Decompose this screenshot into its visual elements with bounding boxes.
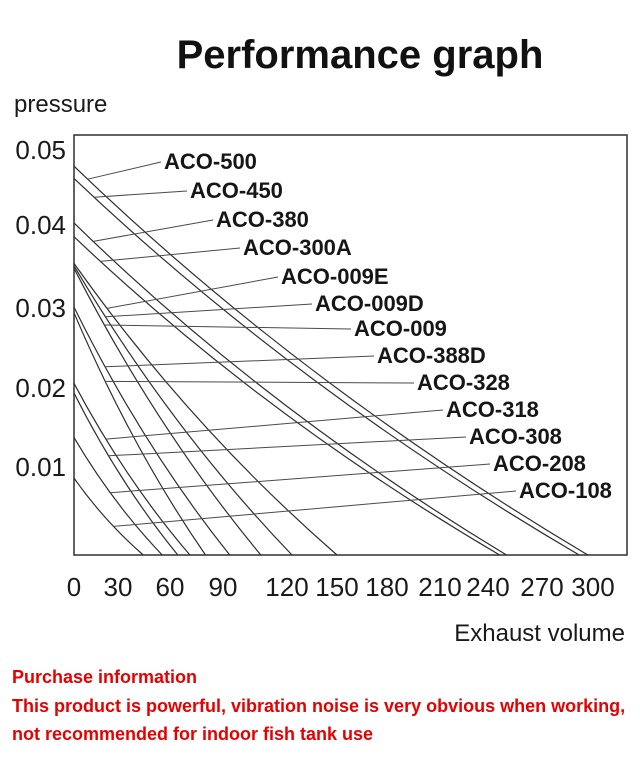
purchase-info-line-1: This product is powerful, vibration nois… bbox=[12, 696, 626, 716]
curve-ACO-009 bbox=[73, 268, 262, 556]
curve-ACO-308 bbox=[73, 392, 179, 556]
x-tick-label: 270 bbox=[520, 572, 563, 602]
x-tick-label: 60 bbox=[156, 572, 185, 602]
leader-line-ACO-318 bbox=[105, 409, 444, 440]
y-tick-label: 0.05 bbox=[15, 135, 66, 165]
purchase-info-line-2: not recommended for indoor fish tank use bbox=[12, 724, 374, 744]
leader-line-ACO-500 bbox=[87, 161, 162, 180]
purchase-info-heading: Purchase information bbox=[12, 667, 198, 687]
series-label-ACO-318: ACO-318 bbox=[446, 397, 539, 422]
x-tick-label: 90 bbox=[209, 572, 238, 602]
leader-line-ACO-450 bbox=[94, 190, 188, 198]
leader-line-ACO-009 bbox=[104, 324, 352, 330]
curve-ACO-208 bbox=[73, 437, 163, 556]
leader-line-ACO-009E bbox=[106, 276, 279, 309]
leader-line-ACO-388D bbox=[104, 355, 375, 368]
series-label-ACO-208: ACO-208 bbox=[493, 451, 586, 476]
series-label-ACO-380: ACO-380 bbox=[216, 207, 309, 232]
leader-line-ACO-328 bbox=[105, 380, 415, 384]
curve-ACO-300A bbox=[73, 236, 500, 556]
series-label-ACO-328: ACO-328 bbox=[417, 370, 510, 395]
leader-line-ACO-009D bbox=[105, 303, 313, 318]
leader-line-ACO-300A bbox=[100, 247, 241, 262]
plot-border bbox=[73, 134, 628, 556]
curve-ACO-388D bbox=[73, 306, 231, 556]
curve-ACO-500 bbox=[73, 165, 589, 556]
series-label-ACO-009D: ACO-009D bbox=[315, 291, 424, 316]
x-tick-label: 0 bbox=[67, 572, 81, 602]
curve-ACO-009E bbox=[73, 263, 338, 556]
curve-ACO-318 bbox=[73, 383, 191, 556]
curve-ACO-108 bbox=[73, 477, 144, 556]
series-label-ACO-450: ACO-450 bbox=[190, 178, 283, 203]
series-label-ACO-009E: ACO-009E bbox=[281, 264, 389, 289]
x-tick-label: 210 bbox=[418, 572, 461, 602]
y-tick-label: 0.03 bbox=[15, 293, 66, 323]
leader-line-ACO-208 bbox=[110, 463, 491, 494]
x-axis-title: Exhaust volume bbox=[454, 620, 625, 647]
series-label-ACO-009: ACO-009 bbox=[354, 316, 447, 341]
series-label-ACO-500: ACO-500 bbox=[164, 149, 257, 174]
curve-ACO-380 bbox=[73, 222, 507, 556]
leader-line-ACO-308 bbox=[108, 436, 467, 457]
leader-line-ACO-380 bbox=[93, 219, 214, 242]
series-label-ACO-300A: ACO-300A bbox=[243, 235, 352, 260]
chart-title: Performance graph bbox=[176, 33, 544, 77]
series-label-ACO-308: ACO-308 bbox=[469, 424, 562, 449]
x-tick-label: 300 bbox=[571, 572, 614, 602]
curve-ACO-328 bbox=[73, 312, 206, 556]
series-label-ACO-108: ACO-108 bbox=[519, 478, 612, 503]
x-tick-label: 120 bbox=[265, 572, 308, 602]
series-label-ACO-388D: ACO-388D bbox=[377, 343, 486, 368]
y-axis-title: pressure bbox=[14, 91, 107, 118]
y-tick-label: 0.01 bbox=[15, 452, 66, 482]
performance-chart: ACO-500ACO-450ACO-380ACO-300AACO-009EACO… bbox=[14, 91, 628, 647]
y-tick-label: 0.02 bbox=[15, 373, 66, 403]
x-tick-label: 240 bbox=[466, 572, 509, 602]
curve-ACO-450 bbox=[73, 177, 580, 556]
curve-ACO-009D bbox=[73, 265, 293, 556]
x-tick-label: 180 bbox=[365, 572, 408, 602]
x-tick-label: 30 bbox=[104, 572, 133, 602]
x-tick-label: 150 bbox=[315, 572, 358, 602]
leader-line-ACO-108 bbox=[113, 490, 517, 527]
y-tick-label: 0.04 bbox=[15, 210, 66, 240]
